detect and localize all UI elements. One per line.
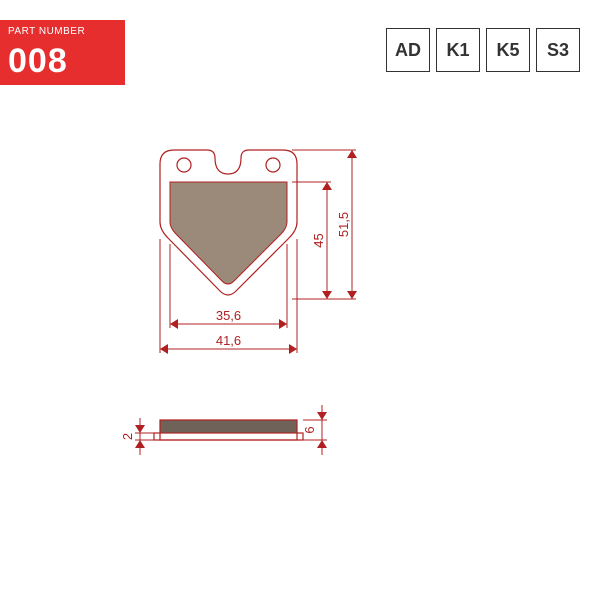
svg-text:35,6: 35,6	[216, 308, 241, 323]
part-number-label: PART NUMBER	[8, 26, 85, 37]
svg-text:6: 6	[302, 426, 317, 433]
svg-text:41,6: 41,6	[216, 333, 241, 348]
svg-text:45: 45	[311, 233, 326, 247]
code-box-k5: K5	[486, 28, 530, 72]
svg-text:51,5: 51,5	[336, 212, 351, 237]
part-number-value: 008	[8, 42, 68, 81]
code-box-s3: S3	[536, 28, 580, 72]
code-boxes: AD K1 K5 S3	[386, 28, 580, 72]
drawing-svg: 35,6 41,6 45 51,5 2 6	[0, 120, 600, 580]
header-row: PART NUMBER 008 AD K1 K5 S3	[0, 20, 580, 85]
part-number-box: PART NUMBER 008	[0, 20, 125, 85]
code-box-ad: AD	[386, 28, 430, 72]
code-box-k1: K1	[436, 28, 480, 72]
technical-drawing: 35,6 41,6 45 51,5 2 6	[0, 120, 600, 600]
svg-text:2: 2	[120, 433, 135, 440]
